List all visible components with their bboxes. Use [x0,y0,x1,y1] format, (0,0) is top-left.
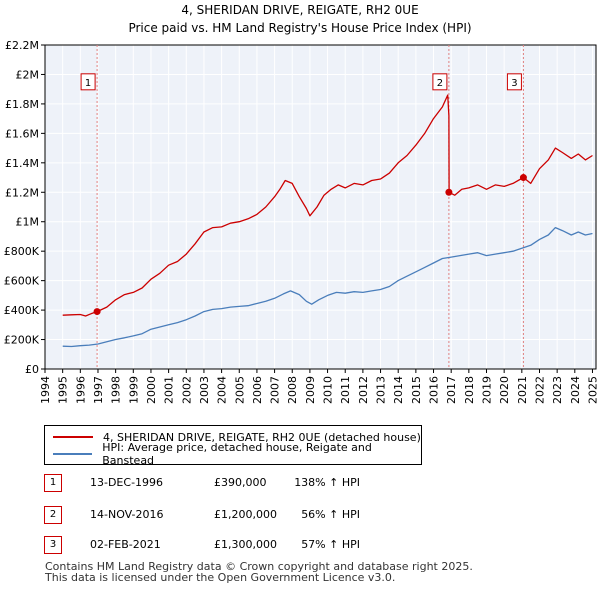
x-tick-label: 2005 [233,376,246,404]
transaction-hpi: 138% ↑ HPI [294,476,360,489]
x-tick-label: 2002 [180,376,193,404]
transaction-marker: 1 [44,474,62,492]
x-tick-label: 2010 [322,376,335,404]
x-tick-label: 2020 [498,376,511,404]
transaction-marker: 3 [44,536,62,554]
x-tick-label: 2022 [533,376,546,404]
x-tick-label: 2008 [286,376,299,404]
transaction-price: £1,200,000 [214,508,277,521]
sale-marker-box [432,73,448,91]
sale-marker-box [80,73,96,91]
transaction-hpi: 57% ↑ HPI [301,538,360,551]
transaction-date: 02-FEB-2021 [90,538,161,551]
y-tick-label: £1.8M [5,98,39,111]
transaction-price: £1,300,000 [214,538,277,551]
x-tick-label: 1994 [39,376,52,404]
chart-subtitle: Price paid vs. HM Land Registry's House … [128,21,472,35]
legend-swatch-price [53,436,93,438]
x-tick-label: 2015 [410,376,423,404]
sale-marker-number: 2 [437,78,443,89]
x-tick-label: 1999 [127,376,140,404]
x-tick-label: 2011 [339,376,352,404]
sale-point [445,188,453,196]
hpi-line [62,226,593,348]
price-line [62,94,593,317]
plot-border [44,44,597,370]
y-tick-label: £2M [16,68,40,81]
x-tick-label: 2014 [392,376,405,404]
sale-marker-number: 3 [511,78,517,89]
x-tick-label: 2013 [375,376,388,404]
x-tick-label: 2021 [516,376,529,404]
chart-legend: 4, SHERIDAN DRIVE, REIGATE, RH2 0UE (det… [44,425,422,467]
footer-line-1: Contains HM Land Registry data © Crown c… [45,560,473,573]
x-tick-label: 2018 [463,376,476,404]
sale-point [519,174,527,182]
sale-point [93,308,101,316]
transaction-date: 13-DEC-1996 [90,476,164,489]
footer: Contains HM Land Registry data © Crown c… [45,561,473,583]
x-tick-label: 2019 [481,376,494,404]
x-tick-label: 2006 [251,376,264,404]
price-chart: £0 £200K £400K £600K £800K £1M £1.2M £1.4M £1.6M… [4,39,600,404]
legend-swatch-hpi [53,453,93,455]
y-tick-label: £2.2M [5,39,39,52]
x-tick-label: 1995 [57,376,70,404]
legend-label-hpi: HPI: Average price, detached house, Reig… [102,441,372,467]
transaction-hpi: 56% ↑ HPI [301,508,360,521]
plot-area [45,45,596,369]
footer-line-2: This data is licensed under the Open Gov… [45,571,396,584]
sale-marker-label: 2 [432,73,448,91]
x-tick-label: 2003 [198,376,211,404]
x-tick-label: 2004 [216,376,229,404]
x-tick-label: 2025 [586,376,599,404]
chart-title: 4, SHERIDAN DRIVE, REIGATE, RH2 0UE [181,3,419,17]
x-tick-label: 2000 [145,376,158,404]
x-tick-label: 2007 [269,376,282,404]
sale-marker-number: 1 [85,78,91,89]
y-tick-label: £1.4M [5,157,39,170]
sale-marker-label: 3 [506,73,522,91]
x-tick-label: 2012 [357,376,370,404]
transaction-row: 3 02-FEB-2021 £1,300,000 57% ↑ HPI [44,536,444,556]
transaction-marker: 2 [44,506,62,524]
x-tick-label: 2023 [551,376,564,404]
transaction-price: £390,000 [214,476,267,489]
x-tick-label: 1998 [110,376,123,404]
transaction-row: 1 13-DEC-1996 £390,000 138% ↑ HPI [44,474,444,494]
x-tick-label: 1996 [74,376,87,404]
y-tick-label: £1.6M [5,127,39,140]
y-tick-label: £0 [25,363,39,376]
sale-marker-box [506,73,522,91]
x-tick-label: 2009 [304,376,317,404]
y-tick-label: £200K [4,334,40,347]
sale-marker-label: 1 [80,73,96,91]
y-tick-label: £800K [4,245,40,258]
x-tick-label: 2001 [163,376,176,404]
transaction-date: 14-NOV-2016 [90,508,164,521]
x-tick-label: 2016 [428,376,441,404]
y-tick-label: £400K [4,304,40,317]
legend-label-price: 4, SHERIDAN DRIVE, REIGATE, RH2 0UE (det… [103,430,421,444]
y-tick-label: £600K [4,275,40,288]
legend-item-price: 4, SHERIDAN DRIVE, REIGATE, RH2 0UE (det… [53,430,421,444]
x-tick-label: 1997 [92,376,105,404]
x-tick-label: 2024 [569,376,582,404]
y-tick-label: £1.2M [5,186,39,199]
transaction-row: 2 14-NOV-2016 £1,200,000 56% ↑ HPI [44,506,444,526]
x-tick-label: 2017 [445,376,458,404]
legend-item-hpi: HPI: Average price, detached house, Reig… [53,441,421,467]
y-tick-label: £1M [16,216,40,229]
